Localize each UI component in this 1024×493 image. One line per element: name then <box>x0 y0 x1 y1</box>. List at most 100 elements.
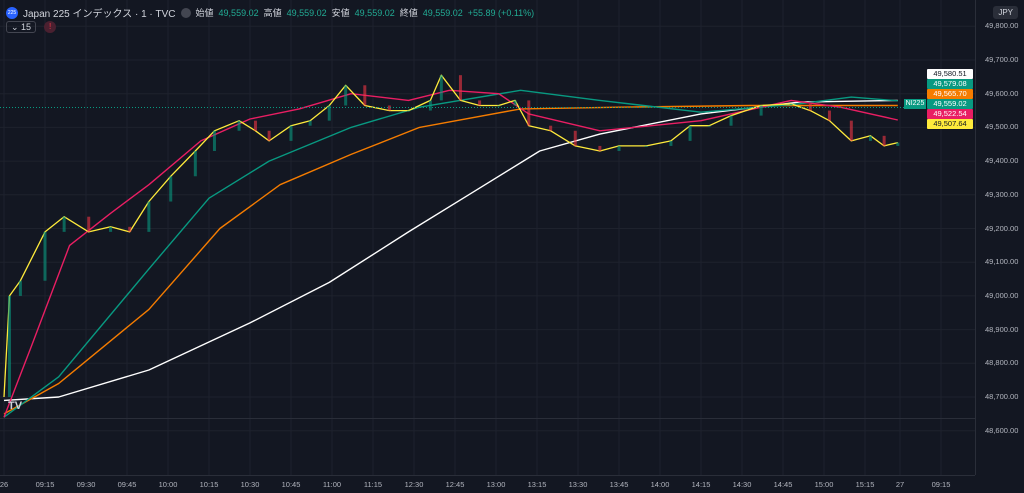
price-tag: 49,522.54 <box>927 109 973 119</box>
time-tick: 13:30 <box>568 480 588 489</box>
time-tick: 14:30 <box>732 480 752 489</box>
time-tick: 15:15 <box>855 480 875 489</box>
price-tag: 49,507.64 <box>927 119 973 129</box>
candle <box>549 125 553 131</box>
series-line <box>3 104 898 415</box>
price-tick: 49,800.00 <box>985 21 1019 31</box>
candle <box>458 75 462 101</box>
candle <box>387 105 391 111</box>
price-tick: 48,600.00 <box>985 425 1019 435</box>
price-tag: 49,580.51 <box>927 69 973 79</box>
symbol-logo: 225 <box>6 6 18 19</box>
legend-header: 225 Japan 225 インデックス · 1 · TVC 始値 49,559.… <box>6 5 534 20</box>
candle <box>193 150 197 177</box>
time-axis[interactable]: 26 09:15 09:30 09:45 10:00 10:15 10:30 10:45 11:… <box>0 475 975 493</box>
currency-button[interactable]: JPY <box>993 6 1018 19</box>
symbol-price-tag: NI225 <box>904 99 926 109</box>
time-tick: 10:15 <box>199 480 219 489</box>
time-tick: 10:30 <box>240 480 260 489</box>
price-tick: 48,900.00 <box>985 324 1019 334</box>
candle <box>169 176 173 202</box>
time-tick: 26 <box>0 480 9 489</box>
candle <box>827 110 831 121</box>
high-label: 高値 <box>263 8 282 18</box>
price-tag: 49,579.08 <box>927 79 973 89</box>
candle <box>327 105 331 121</box>
price-tag: 49,559.02 <box>927 99 973 109</box>
candle <box>128 226 132 232</box>
time-tick: 12:45 <box>445 480 465 489</box>
candle <box>644 145 648 147</box>
time-tick: 11:00 <box>322 480 342 489</box>
time-tick: 09:30 <box>76 480 96 489</box>
candle <box>789 103 793 106</box>
time-tick: 14:00 <box>650 480 670 489</box>
interval-value: 15 <box>21 22 32 32</box>
time-tick: 15:00 <box>814 480 834 489</box>
time-tick: 10:45 <box>281 480 301 489</box>
time-tick: 13:15 <box>527 480 547 489</box>
change-value: +55.89 (+0.11%) <box>467 7 535 18</box>
candle <box>344 85 348 106</box>
warning-icon[interactable]: ! <box>44 21 57 33</box>
indicator-pane <box>0 418 975 475</box>
price-chart[interactable] <box>0 0 975 475</box>
candle <box>882 135 886 146</box>
candle <box>497 105 501 107</box>
symbol-title[interactable]: Japan 225 インデックス · 1 · TVC <box>23 9 176 20</box>
close-label: 終値 <box>399 8 418 18</box>
candle <box>669 140 673 146</box>
series-line <box>3 99 898 402</box>
candle <box>87 216 91 232</box>
time-tick: 14:15 <box>691 480 711 489</box>
series-line <box>3 74 898 398</box>
time-tick: 11:15 <box>363 480 383 489</box>
low-value: 49,559.02 <box>354 7 395 18</box>
candle <box>212 130 216 151</box>
time-tick: 10:00 <box>158 480 178 489</box>
candle <box>527 100 531 126</box>
candle <box>289 125 293 141</box>
open-value: 49,559.02 <box>218 7 259 18</box>
candle <box>688 125 692 141</box>
price-tick: 49,600.00 <box>985 88 1019 98</box>
candle <box>253 120 257 131</box>
price-tick: 49,700.00 <box>985 55 1019 64</box>
candle <box>478 100 482 106</box>
candle <box>109 226 113 232</box>
candle <box>729 115 733 126</box>
candle <box>267 130 271 141</box>
interval-toggle[interactable]: ⌄ 15 <box>6 21 37 33</box>
candle <box>513 100 517 106</box>
price-axis[interactable]: 49,800.00 49,700.00 49,600.00 49,500.00 49,4… <box>975 0 1024 475</box>
candle <box>428 100 432 111</box>
price-tick: 49,500.00 <box>985 122 1019 132</box>
price-tick: 49,200.00 <box>985 223 1019 233</box>
time-tick: 09:45 <box>117 480 137 489</box>
price-tick: 49,400.00 <box>985 156 1019 166</box>
candle <box>407 110 411 112</box>
price-tick: 49,300.00 <box>985 189 1019 199</box>
price-tick: 49,100.00 <box>985 257 1019 267</box>
time-tick: 12:30 <box>404 480 424 489</box>
candle <box>147 201 151 232</box>
time-tick: 27 <box>895 480 905 489</box>
candle <box>849 120 853 141</box>
candle <box>617 145 621 151</box>
series-line <box>3 89 898 418</box>
candle <box>363 85 367 106</box>
time-tick: 09:15 <box>931 480 951 489</box>
candle <box>237 120 241 131</box>
close-value: 49,559.02 <box>422 7 463 18</box>
high-value: 49,559.02 <box>286 7 327 18</box>
candle <box>308 120 312 126</box>
low-label: 安値 <box>331 8 350 18</box>
time-tick: 13:00 <box>486 480 506 489</box>
price-tick: 49,000.00 <box>985 290 1019 300</box>
candle <box>43 231 47 281</box>
candle <box>896 142 900 146</box>
tradingview-logo[interactable]: TV <box>8 400 23 412</box>
open-label: 始値 <box>195 8 214 18</box>
market-status-icon[interactable] <box>180 7 191 18</box>
candle <box>573 130 577 146</box>
